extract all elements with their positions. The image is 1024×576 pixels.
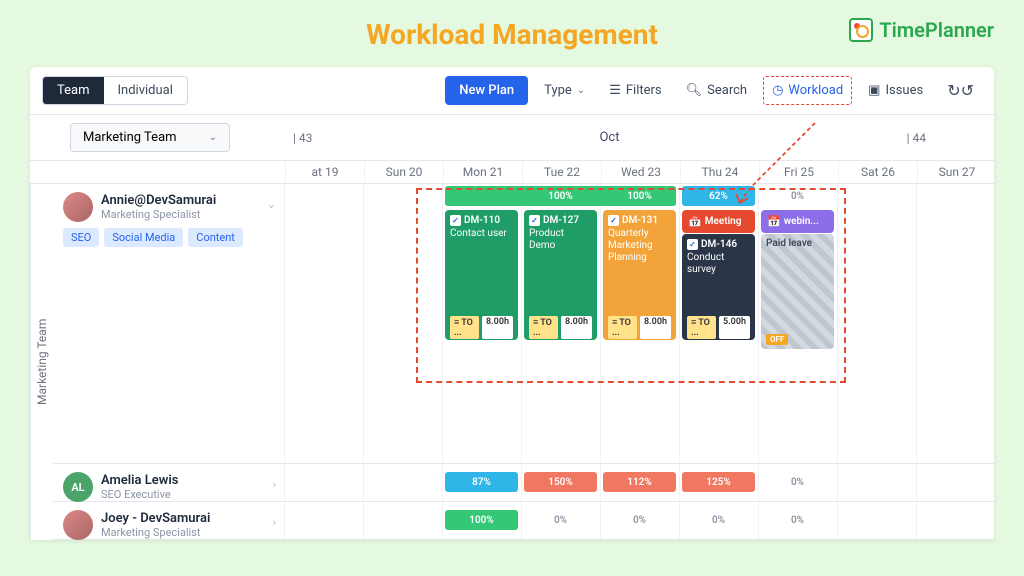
workload-pill: 0% <box>524 510 597 530</box>
day-header-cell: Thu 24 <box>680 161 759 183</box>
tab-team[interactable]: Team <box>43 77 104 104</box>
day-header-cell: Fri 25 <box>759 161 838 183</box>
issues-button[interactable]: ▣Issues <box>860 77 931 104</box>
person-role: SEO Executive <box>101 488 178 501</box>
workload-pill: 0% <box>682 510 755 530</box>
subheader: Marketing Team⌄ | 43 Oct | 44 <box>30 115 994 161</box>
clock-icon: ◷ <box>772 83 783 98</box>
workload-pill: 100% <box>524 186 597 206</box>
workload-pill: 150% <box>524 472 597 492</box>
toolbar: Team Individual New Plan Type⌄ ☰Filters … <box>30 67 994 115</box>
person-name: Annie@DevSamurai <box>101 193 216 208</box>
person-name: Joey - DevSamurai <box>101 511 210 526</box>
view-segment: Team Individual <box>42 76 188 105</box>
task-card[interactable]: ✓DM-127Product Demo≡ TO ...8.00h <box>524 210 597 340</box>
person-info: Joey - DevSamuraiMarketing Specialist › <box>53 502 284 539</box>
day-header-cell: Sat 26 <box>838 161 917 183</box>
day-header: at 19Sun 20Mon 21Tue 22Wed 23Thu 24Fri 2… <box>30 161 994 184</box>
event-chip[interactable]: 📅webin... <box>761 210 834 233</box>
timeline-grid: 87% 150% 112% 125% 0% <box>284 464 994 501</box>
workload-pill: 87% <box>445 472 518 492</box>
day-header-cell: Tue 22 <box>522 161 601 183</box>
check-icon: ✓ <box>608 215 619 226</box>
workload-pill: 125% <box>682 472 755 492</box>
brand-icon <box>849 18 873 42</box>
skill-tag[interactable]: SEO <box>63 228 99 247</box>
search-button[interactable]: 🔍︎Search <box>678 77 755 104</box>
avatar: AL <box>63 472 93 502</box>
chevron-right-icon[interactable]: › <box>273 478 276 491</box>
sync-button[interactable]: ↻↺ <box>939 75 982 106</box>
new-plan-button[interactable]: New Plan <box>445 76 528 105</box>
issues-icon: ▣ <box>868 83 880 98</box>
skill-tag[interactable]: Social Media <box>104 228 183 247</box>
workload-pill: 0% <box>761 186 834 206</box>
workload-pill: 0% <box>761 472 834 492</box>
avatar <box>63 510 93 540</box>
group-label: Marketing Team <box>30 184 53 540</box>
leave-block[interactable]: Paid leaveOFF <box>761 234 834 349</box>
check-icon: ✓ <box>529 215 540 226</box>
chevron-right-icon[interactable]: › <box>273 516 276 529</box>
workload-pill: 112% <box>603 472 676 492</box>
person-role: Marketing Specialist <box>101 208 216 221</box>
person-row: Annie@DevSamuraiMarketing SpecialistSEO S… <box>53 184 994 464</box>
month-label: Oct <box>320 130 898 145</box>
skill-tag[interactable]: Content <box>188 228 243 247</box>
week-left: | 43 <box>285 131 320 145</box>
check-icon: ✓ <box>687 239 698 250</box>
workload-pill: 0% <box>603 510 676 530</box>
day-header-cell: at 19 <box>285 161 364 183</box>
check-icon: ✓ <box>450 215 461 226</box>
day-header-cell: Sun 20 <box>364 161 443 183</box>
brand-logo: TimePlanner <box>849 18 994 42</box>
person-name: Amelia Lewis <box>101 473 178 488</box>
week-right: | 44 <box>899 131 934 145</box>
avatar <box>63 192 93 222</box>
search-icon: 🔍︎ <box>686 83 703 98</box>
person-row: AL Amelia LewisSEO Executive › 87% 150% 112% 1… <box>53 464 994 502</box>
brand-name: TimePlanner <box>879 18 994 42</box>
chevron-down-icon: ⌄ <box>209 132 217 143</box>
day-header-cell: Wed 23 <box>601 161 680 183</box>
day-header-cell: Sun 27 <box>917 161 994 183</box>
team-select[interactable]: Marketing Team⌄ <box>70 123 230 152</box>
day-header-cell: Mon 21 <box>443 161 522 183</box>
task-card[interactable]: ✓DM-131Quarterly Marketing Planning≡ TO … <box>603 210 676 340</box>
person-role: Marketing Specialist <box>101 526 210 539</box>
person-info: Annie@DevSamuraiMarketing SpecialistSEO S… <box>53 184 284 463</box>
person-info: AL Amelia LewisSEO Executive › <box>53 464 284 501</box>
calendar-icon: 📅 <box>767 215 781 228</box>
workload-pill: 0% <box>761 510 834 530</box>
filters-button[interactable]: ☰Filters <box>601 77 669 104</box>
workload-button[interactable]: ◷Workload <box>763 76 852 105</box>
tab-individual[interactable]: Individual <box>104 77 187 104</box>
workload-pill: 100% <box>445 510 518 530</box>
task-card[interactable]: ✓DM-110Contact user≡ TO ...8.00h <box>445 210 518 340</box>
app-window: Team Individual New Plan Type⌄ ☰Filters … <box>30 67 994 540</box>
task-card[interactable]: ✓DM-146Conduct survey≡ TO ...5.00h <box>682 234 755 340</box>
person-row: Joey - DevSamuraiMarketing Specialist › 10… <box>53 502 994 540</box>
workload-pill: 100% <box>603 186 676 206</box>
calendar-icon: 📅 <box>688 215 702 228</box>
chevron-down-icon[interactable]: ⌄ <box>267 198 276 211</box>
timeline-grid: 100% 0% 0% 0% 0% <box>284 502 994 539</box>
type-dropdown[interactable]: Type⌄ <box>536 77 593 104</box>
event-chip[interactable]: 📅Meeting <box>682 210 755 233</box>
filter-icon: ☰ <box>609 83 621 98</box>
timeline-grid: 100%100%100%62%0%✓DM-110Contact user≡ TO… <box>284 184 994 463</box>
workload-pill: 62% <box>682 186 755 206</box>
chevron-down-icon: ⌄ <box>577 85 585 96</box>
